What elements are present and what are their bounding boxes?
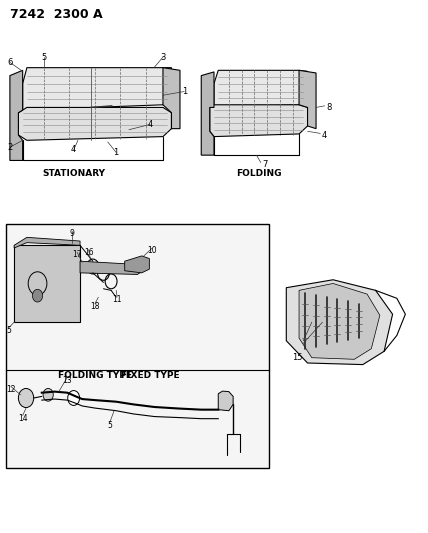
Polygon shape bbox=[18, 108, 172, 140]
Circle shape bbox=[43, 389, 53, 401]
Text: 1: 1 bbox=[113, 148, 119, 157]
Text: 12: 12 bbox=[6, 385, 15, 394]
Polygon shape bbox=[210, 105, 308, 136]
Polygon shape bbox=[23, 68, 172, 110]
Polygon shape bbox=[14, 237, 80, 248]
Text: STATIONARY: STATIONARY bbox=[42, 169, 105, 178]
Text: 17: 17 bbox=[72, 251, 82, 260]
Text: 14: 14 bbox=[18, 414, 27, 423]
Text: FOLDING: FOLDING bbox=[236, 169, 281, 178]
Text: 10: 10 bbox=[148, 246, 157, 255]
Text: 1: 1 bbox=[181, 87, 187, 96]
Polygon shape bbox=[286, 280, 392, 365]
Text: 8: 8 bbox=[326, 103, 332, 112]
Circle shape bbox=[33, 289, 43, 302]
Polygon shape bbox=[10, 70, 23, 160]
Text: 7: 7 bbox=[262, 160, 268, 168]
Text: 7242  2300 A: 7242 2300 A bbox=[10, 8, 103, 21]
Polygon shape bbox=[214, 70, 308, 108]
Circle shape bbox=[18, 389, 34, 408]
Text: 5: 5 bbox=[41, 53, 47, 62]
Polygon shape bbox=[218, 391, 233, 411]
Text: 15: 15 bbox=[291, 353, 302, 362]
Polygon shape bbox=[299, 70, 316, 128]
Text: 5: 5 bbox=[107, 421, 112, 430]
Text: 2: 2 bbox=[7, 143, 12, 152]
Text: 4: 4 bbox=[71, 146, 76, 155]
Text: 18: 18 bbox=[90, 302, 100, 311]
Circle shape bbox=[68, 391, 80, 406]
Text: 5: 5 bbox=[6, 326, 12, 335]
Polygon shape bbox=[201, 72, 214, 155]
Text: 9: 9 bbox=[69, 229, 74, 238]
Text: 16: 16 bbox=[84, 248, 93, 257]
Text: 11: 11 bbox=[112, 295, 122, 304]
Text: 4: 4 bbox=[322, 131, 327, 140]
Bar bbox=[14, 245, 80, 322]
Polygon shape bbox=[125, 256, 149, 273]
Bar bbox=[6, 224, 269, 468]
Polygon shape bbox=[80, 261, 144, 274]
Text: 4: 4 bbox=[148, 120, 153, 129]
Text: 13: 13 bbox=[62, 376, 72, 385]
Polygon shape bbox=[163, 68, 180, 128]
Text: FIXED TYPE: FIXED TYPE bbox=[121, 370, 179, 379]
Text: 6: 6 bbox=[7, 58, 12, 67]
Text: 3: 3 bbox=[160, 53, 166, 62]
Text: FOLDING TYPE: FOLDING TYPE bbox=[58, 370, 132, 379]
Polygon shape bbox=[299, 284, 380, 359]
